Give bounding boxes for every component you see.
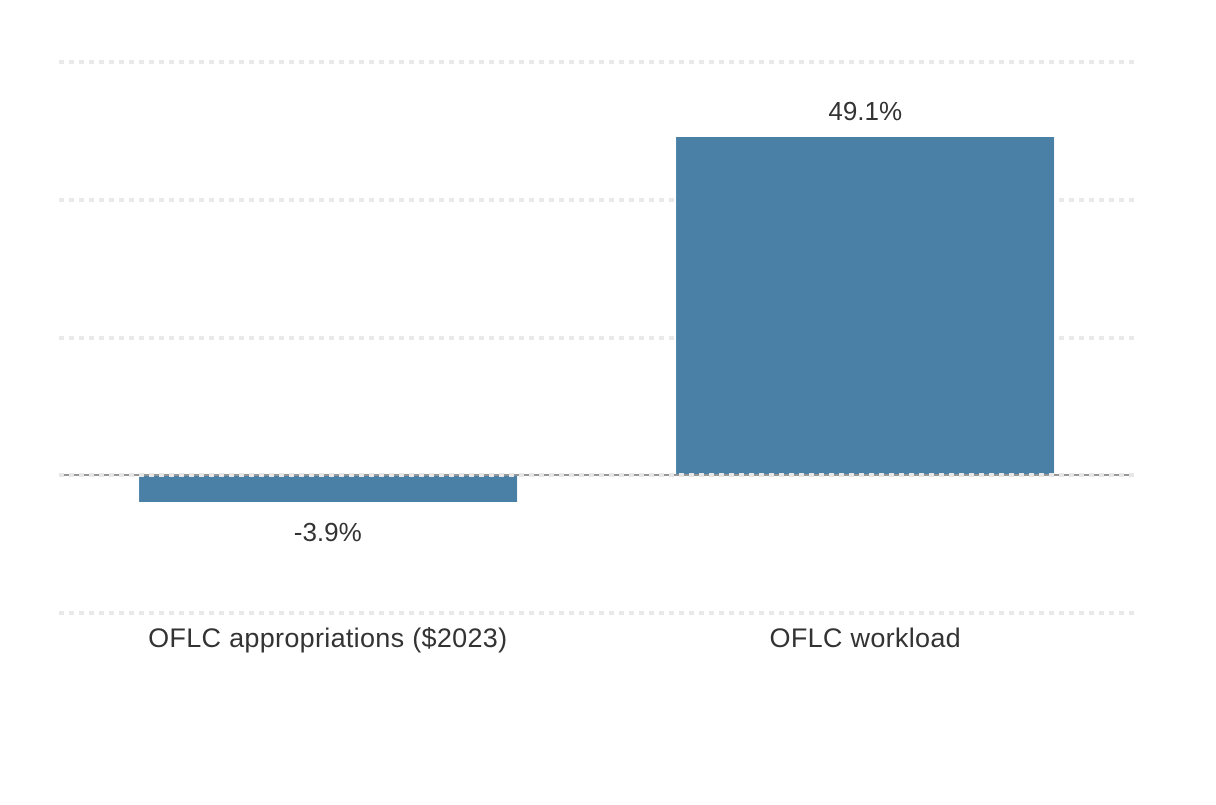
bar-group-appropriations: -3.9% OFLC appropriations ($2023) [59,62,597,653]
gridline [59,60,1134,64]
category-label: OFLC workload [769,623,961,653]
bar [138,475,517,503]
bar [676,137,1055,476]
bar-group-workload: 49.1% OFLC workload [597,62,1135,653]
zero-axis-line [59,473,1134,478]
gridline [59,197,1134,202]
value-label: -3.9% [293,517,362,548]
value-label: 49.1% [828,96,903,127]
category-label: OFLC appropriations ($2023) [148,623,508,653]
gridline [59,611,1134,615]
plot-area: -3.9% OFLC appropriations ($2023) 49.1% … [59,60,1135,653]
gridline [59,335,1134,340]
